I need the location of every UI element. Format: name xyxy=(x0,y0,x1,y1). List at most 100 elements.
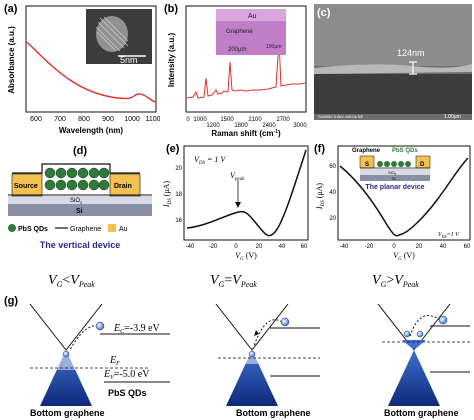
panel-e-frame xyxy=(183,145,309,241)
f-si: Si xyxy=(392,176,396,181)
d-si: Si xyxy=(76,208,83,215)
e-xtick: -40 xyxy=(186,244,195,250)
panel-c: (c) 124nm SU8000 5.0kV x40.0k SE 1.00μm xyxy=(314,4,472,120)
f-xlabel: VG (V) xyxy=(393,251,415,262)
b-xtick: 1500 xyxy=(220,117,234,123)
band-diagram-1: EC=-3.9 eV EF EV=-5.0 eV PbS QDs Bottom … xyxy=(29,303,170,418)
a-xtick: 1100 xyxy=(145,116,160,123)
g-ef: EF xyxy=(109,355,120,367)
b-xtick: 1200 xyxy=(206,123,220,129)
d-caption: The vertical device xyxy=(40,240,121,250)
e-ytick: 16 xyxy=(175,218,182,224)
panel-a-label: (a) xyxy=(4,3,18,15)
absorbance-curve xyxy=(26,41,156,103)
f-xtick: 60 xyxy=(464,244,471,250)
panel-b-frame xyxy=(185,5,307,113)
f-xtick: 0 xyxy=(392,244,396,250)
panel-f-label: (f) xyxy=(314,143,325,155)
panel-d: (d) Source Drain SiO2 Si PbS QDs Graphen… xyxy=(8,145,152,250)
c-thickness: 124nm xyxy=(397,48,425,58)
g-bottom-3: Bottom graphene xyxy=(384,408,459,418)
inset-au: Au xyxy=(248,13,257,20)
f-vds: VDS=1 V xyxy=(438,232,460,239)
d-legend: PbS QDs Graphene Au xyxy=(8,224,128,233)
panel-b-label: (b) xyxy=(164,3,178,15)
panel-f: (f) Graphene PbS QDs S D SiO2 Si The pla… xyxy=(314,143,471,262)
b-xtick: 1800 xyxy=(234,123,248,129)
e-xtick: 0 xyxy=(234,244,238,250)
g-pbs-1: PbS QDs xyxy=(108,388,147,398)
legend-gr: Graphene xyxy=(70,226,101,233)
g-title-3: VG>VPeak xyxy=(372,273,419,289)
panel-e: (e) VDS = 1 V Vpeak -40 -20 0 20 40 60 1… xyxy=(162,143,309,262)
a-ylabel: Absorbance (a.u.) xyxy=(7,26,16,94)
d-source: Source xyxy=(14,183,38,190)
g-bottom-2: Bottom graphene xyxy=(236,408,311,418)
b-xtick: 2400 xyxy=(262,123,276,129)
g-ev: EV=-5.0 eV xyxy=(103,369,150,381)
inset-scale2: 100μm xyxy=(266,44,281,50)
f-ytick: 40 xyxy=(329,190,336,196)
b-xtick: 1000 xyxy=(193,117,207,123)
legend-qd: PbS QDs xyxy=(18,226,48,233)
raman-curve xyxy=(186,39,306,99)
f-xtick: -40 xyxy=(340,244,349,250)
b-xlabel: Raman shift (cm-1) xyxy=(211,129,281,138)
a-xlabel: Wavelength (nm) xyxy=(59,126,123,135)
f-ylabel: IDS (μA) xyxy=(315,183,326,211)
f-xtick: 20 xyxy=(416,244,423,250)
f-pbs: PbS QDs xyxy=(392,148,418,154)
f-graphene: Graphene xyxy=(352,148,381,154)
e-xlabel: VG (V) xyxy=(235,251,257,262)
tem-inset: 5nm xyxy=(86,9,152,65)
b-xtick: 2700 xyxy=(276,117,290,123)
panel-e-label: (e) xyxy=(166,143,180,155)
a-xtick: 800 xyxy=(78,116,90,123)
legend-au: Au xyxy=(119,226,128,233)
f-curve xyxy=(339,157,469,237)
panel-c-label: (c) xyxy=(317,7,331,19)
e-ytick: 20 xyxy=(175,166,182,172)
panel-a: (a) 5nm 600 700 800 900 1000 1100 Wavele… xyxy=(4,3,160,135)
g-bottom-1: Bottom graphene xyxy=(30,408,105,418)
f-ytick: 20 xyxy=(329,216,336,222)
e-ylabel: IDS (μA) xyxy=(162,181,173,209)
a-xtick: 900 xyxy=(102,116,114,123)
g-title-1: VG<VPeak xyxy=(48,273,95,289)
g-ec: EC=-3.9 eV xyxy=(113,323,161,335)
panel-d-label: (d) xyxy=(73,145,87,157)
g-title-2: VG=VPeak xyxy=(210,273,257,289)
vertical-device: Source Drain SiO2 Si xyxy=(8,163,152,216)
inset-graphene: Graphene xyxy=(226,29,253,35)
e-ytick: 18 xyxy=(175,192,182,198)
e-xtick: 60 xyxy=(301,244,308,250)
c-scale: 1.00μm xyxy=(444,114,461,120)
b-xtick: 0 xyxy=(186,117,190,123)
a-xtick: 600 xyxy=(30,116,42,123)
a-xtick: 1000 xyxy=(124,116,140,123)
b-ylabel: Intensity (a.u.) xyxy=(167,33,176,88)
f-xtick: 40 xyxy=(440,244,447,250)
b-xtick: 2100 xyxy=(248,117,262,123)
f-s: S xyxy=(365,162,369,168)
f-sio2: SiO2 xyxy=(388,170,397,176)
panel-b: (b) Au Graphene 200μm 100μm 0 1000 1200 … xyxy=(164,3,307,138)
planar-device: Graphene PbS QDs S D SiO2 Si The planar … xyxy=(352,148,431,191)
band-diagram-3: Bottom graphene xyxy=(377,303,470,418)
e-peak: Vpeak xyxy=(230,171,245,182)
b-xtick: 3000 xyxy=(293,123,307,129)
raman-inset: Au Graphene 200μm 100μm xyxy=(216,9,286,55)
f-caption: The planar device xyxy=(365,184,424,191)
panel-g: (g) VG<VPeak VG=VPeak VG>VPeak EC=-3.9 e… xyxy=(4,273,470,418)
e-xtick: 20 xyxy=(256,244,263,250)
d-drain: Drain xyxy=(114,183,132,190)
panel-a-frame xyxy=(25,5,157,113)
a-xtick: 700 xyxy=(54,116,66,123)
e-vds: VDS = 1 V xyxy=(194,155,226,166)
f-ytick: 60 xyxy=(329,164,336,170)
band-diagram-2: Bottom graphene xyxy=(215,303,320,418)
f-xtick: -20 xyxy=(365,244,374,250)
d-sio2: SiO2 xyxy=(70,198,83,205)
e-xtick: 40 xyxy=(279,244,286,250)
inset-scale1: 200μm xyxy=(228,47,246,53)
